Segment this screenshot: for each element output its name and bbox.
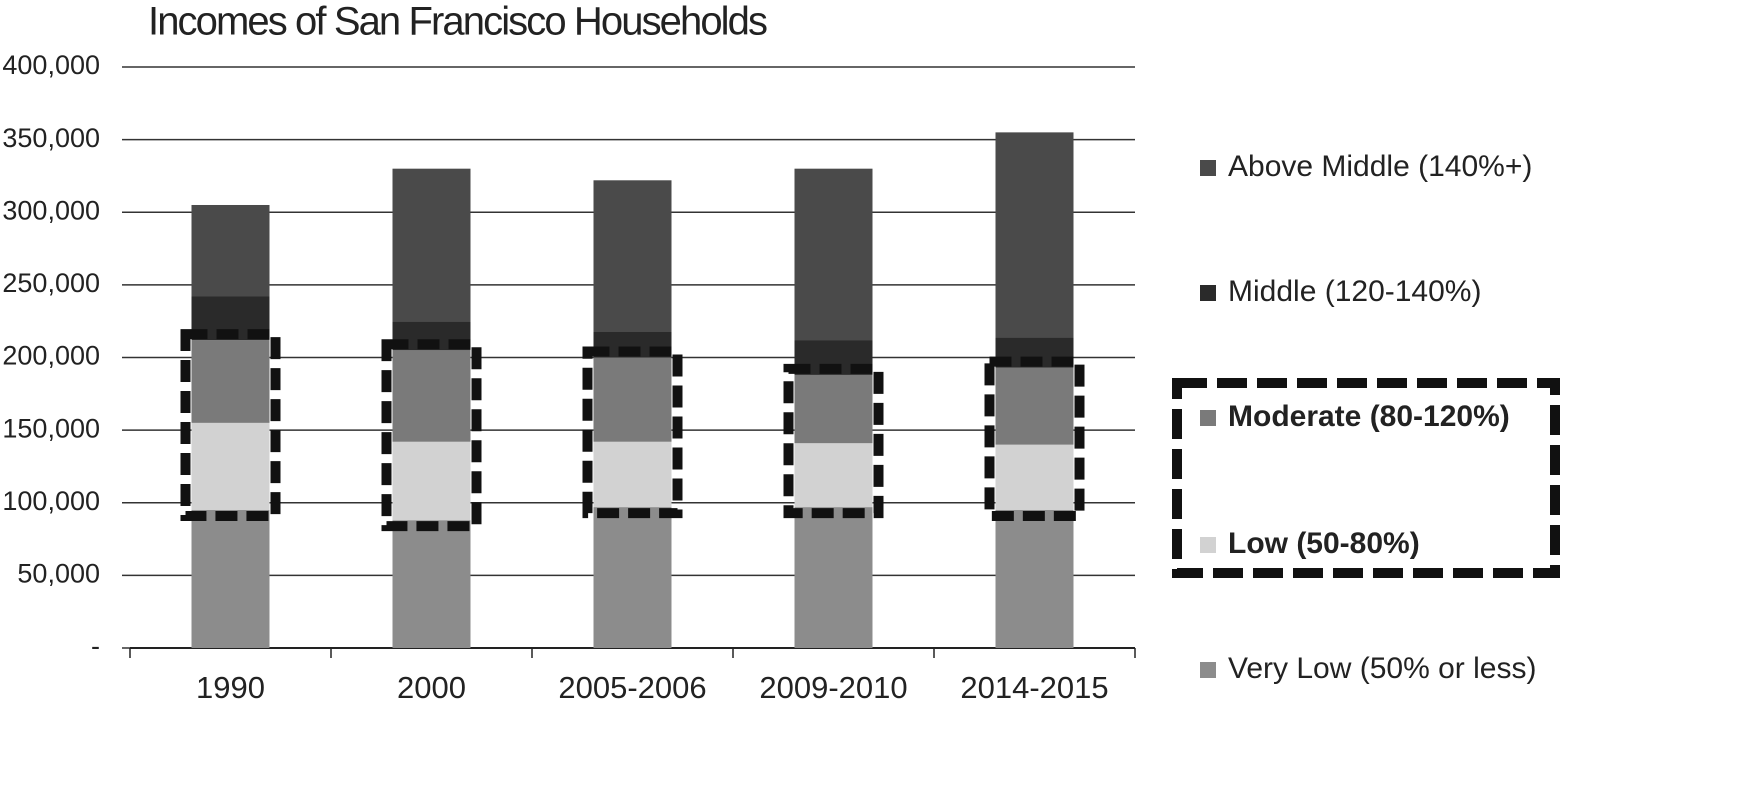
bar-segment	[794, 443, 873, 508]
legend-swatch	[1200, 537, 1216, 553]
legend-highlight-box	[1172, 378, 1560, 578]
highlight-box	[381, 339, 482, 532]
highlight-box	[582, 346, 683, 519]
y-tick-label: 150,000	[2, 413, 100, 443]
y-tick-label: 400,000	[2, 50, 100, 80]
y-tick-label: -	[91, 631, 100, 661]
bar-segment	[794, 507, 873, 648]
legend-swatch	[1200, 285, 1216, 301]
highlight-box	[180, 329, 281, 522]
legend-label: Above Middle (140%+)	[1228, 150, 1532, 183]
legend-swatch	[1200, 410, 1216, 426]
bar-segment	[995, 444, 1074, 511]
bar-segment	[794, 168, 873, 341]
y-tick-label: 350,000	[2, 123, 100, 153]
x-tick-label: 2009-2010	[759, 670, 907, 705]
bar-segment	[593, 357, 672, 442]
bar-segment	[995, 510, 1074, 648]
x-tick-label: 2005-2006	[558, 670, 706, 705]
legend-label: Moderate (80-120%)	[1228, 400, 1510, 433]
y-tick-label: 50,000	[17, 559, 100, 589]
legend-label: Middle (120-140%)	[1228, 275, 1481, 308]
bar-segment	[392, 350, 471, 442]
bar-segment	[995, 367, 1074, 445]
x-tick-label: 2000	[397, 670, 466, 705]
highlight-box	[984, 356, 1085, 522]
bar-segment	[392, 441, 471, 521]
bar-segment	[392, 520, 471, 648]
bar-segment	[593, 180, 672, 332]
bar-segment	[191, 510, 270, 648]
bar-segment	[191, 204, 270, 297]
chart-title: Incomes of San Francisco Households	[148, 0, 768, 44]
bar-segment	[191, 340, 270, 423]
bar-segment	[593, 441, 672, 508]
x-tick-label: 1990	[196, 670, 265, 705]
y-tick-label: 100,000	[2, 486, 100, 516]
y-tick-label: 300,000	[2, 195, 100, 225]
highlight-box	[783, 363, 884, 519]
legend-swatch	[1200, 160, 1216, 176]
bar-segment	[995, 132, 1074, 338]
legend-label: Low (50-80%)	[1228, 527, 1420, 560]
bar-segment	[392, 168, 471, 322]
x-tick-label: 2014-2015	[960, 670, 1108, 705]
legend-swatch	[1200, 662, 1216, 678]
bar-segment	[191, 422, 270, 511]
bar-segment	[794, 374, 873, 444]
y-tick-label: 250,000	[2, 268, 100, 298]
y-tick-label: 200,000	[2, 341, 100, 371]
legend-label: Very Low (50% or less)	[1228, 652, 1536, 685]
bar-segment	[593, 507, 672, 648]
